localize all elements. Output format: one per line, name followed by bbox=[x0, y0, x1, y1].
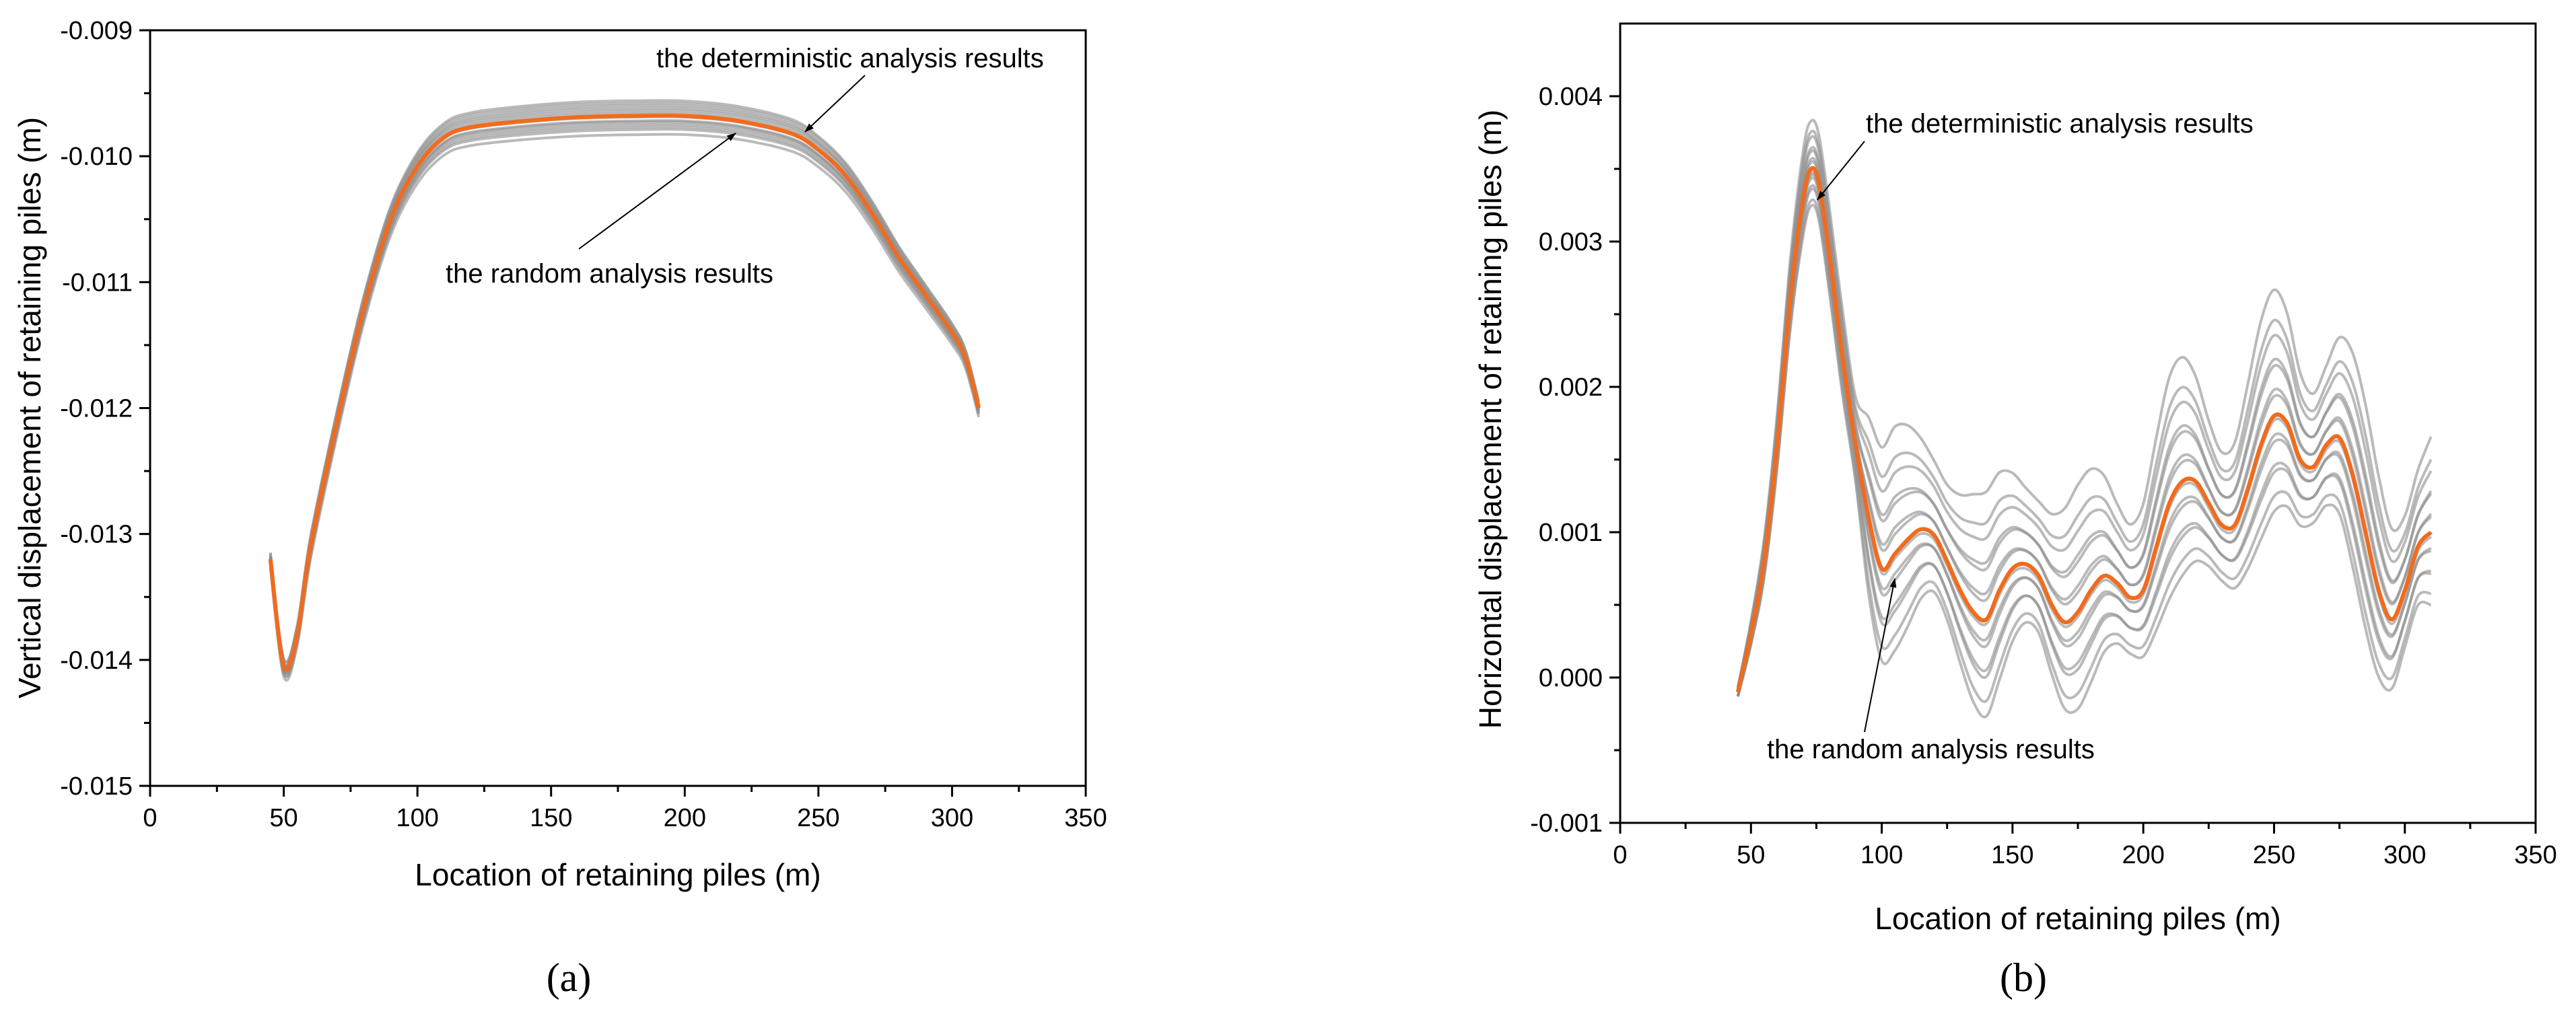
random-series-line bbox=[269, 106, 981, 667]
panel-b-y-ticks: -0.001 0.000 0.001 0.002 0.003 0.004 bbox=[1530, 83, 1620, 838]
panel-a-x-axis-label: Location of retaining piles (m) bbox=[415, 857, 821, 892]
random-series-line bbox=[269, 109, 981, 667]
x-tick-label: 100 bbox=[1860, 841, 1903, 869]
panel-a-label: (a) bbox=[547, 955, 592, 1000]
y-tick-label: -0.013 bbox=[60, 521, 133, 549]
panel-a-y-ticks: -0.015 -0.014 -0.013 -0.012 -0.011 -0.010 -0.0… bbox=[60, 17, 150, 801]
y-tick-label: 0.004 bbox=[1539, 83, 1603, 111]
panel-a-annotation-random: the random analysis results bbox=[446, 259, 773, 289]
random-series-line bbox=[269, 114, 981, 671]
x-tick-label: 100 bbox=[396, 804, 438, 832]
random-series-line bbox=[1736, 149, 2433, 697]
x-tick-label: 0 bbox=[1613, 841, 1627, 869]
panel-a-y-axis-label: Vertical displacement of retaining piles… bbox=[12, 117, 47, 698]
panel-a: 0 50 100 150 200 250 300 350 -0.015 -0.014 -0.013… bbox=[12, 17, 1107, 1000]
panel-b-arrow-deterministic bbox=[1817, 141, 1865, 201]
y-tick-label: -0.012 bbox=[60, 395, 133, 423]
panel-b-x-ticks: 0 50 100 150 200 250 300 350 bbox=[1613, 823, 2557, 869]
x-tick-label: 300 bbox=[931, 804, 973, 832]
y-tick-label: -0.009 bbox=[60, 17, 133, 45]
panel-a-deterministic-line bbox=[268, 113, 981, 672]
panel-a-arrow-random bbox=[578, 133, 736, 250]
random-series-line bbox=[269, 102, 981, 664]
x-tick-label: 200 bbox=[664, 804, 706, 832]
x-tick-label: 150 bbox=[530, 804, 572, 832]
y-tick-label: -0.011 bbox=[62, 268, 133, 297]
x-tick-label: 0 bbox=[143, 804, 157, 832]
random-series-line bbox=[269, 99, 981, 664]
random-series-line bbox=[269, 104, 981, 667]
x-tick-label: 50 bbox=[269, 804, 298, 832]
random-series-line bbox=[1736, 171, 2433, 697]
x-tick-label: 250 bbox=[797, 804, 839, 832]
deterministic-series-line bbox=[268, 113, 981, 672]
x-tick-label: 150 bbox=[1991, 841, 2033, 869]
y-tick-label: 0.003 bbox=[1539, 228, 1603, 256]
y-tick-label: 0.001 bbox=[1539, 519, 1603, 547]
x-tick-label: 200 bbox=[2122, 841, 2164, 869]
y-tick-label: 0.002 bbox=[1539, 373, 1603, 402]
x-tick-label: 50 bbox=[1737, 841, 1765, 869]
x-tick-label: 350 bbox=[1064, 804, 1107, 832]
panel-b-annotation-random: the random analysis results bbox=[1767, 735, 2095, 764]
y-tick-label: -0.001 bbox=[1530, 809, 1603, 838]
panel-a-annotation-deterministic: the deterministic analysis results bbox=[656, 44, 1044, 73]
panel-a-random-lines bbox=[269, 99, 981, 682]
x-tick-label: 300 bbox=[2383, 841, 2426, 869]
panel-b-y-axis-label: Horizontal displacement of retaining pil… bbox=[1473, 110, 1508, 729]
panel-b-random-lines bbox=[1736, 118, 2433, 719]
panel-b-label: (b) bbox=[2000, 955, 2047, 1000]
panel-b-deterministic-line bbox=[1735, 166, 2433, 693]
x-tick-label: 250 bbox=[2253, 841, 2295, 869]
random-series-line bbox=[1736, 203, 2432, 719]
random-series-line bbox=[269, 111, 981, 671]
y-tick-label: 0.000 bbox=[1539, 664, 1603, 692]
random-series-line bbox=[1736, 176, 2432, 697]
y-tick-label: -0.015 bbox=[60, 772, 133, 801]
panel-b-x-axis-label: Location of retaining piles (m) bbox=[1875, 901, 2281, 936]
panel-a-x-ticks: 0 50 100 150 200 250 300 350 bbox=[143, 786, 1107, 832]
x-tick-label: 350 bbox=[2514, 841, 2556, 869]
y-tick-label: -0.014 bbox=[60, 647, 133, 675]
panel-b-plot-frame bbox=[1619, 22, 2537, 824]
deterministic-series-line bbox=[1735, 166, 2433, 693]
panel-b: 0 50 100 150 200 250 300 350 -0.001 0.000 0.001 0.… bbox=[1473, 22, 2557, 1000]
random-series-line bbox=[1736, 160, 2433, 697]
random-series-line bbox=[269, 115, 981, 671]
random-series-line bbox=[1736, 118, 2433, 688]
panel-b-annotation-deterministic: the deterministic analysis results bbox=[1866, 109, 2254, 139]
random-series-line bbox=[1736, 184, 2432, 688]
panel-a-arrow-deterministic bbox=[804, 75, 866, 133]
y-tick-label: -0.010 bbox=[60, 143, 133, 171]
panel-b-arrow-random bbox=[1864, 578, 1897, 733]
random-series-line bbox=[1736, 129, 2433, 688]
